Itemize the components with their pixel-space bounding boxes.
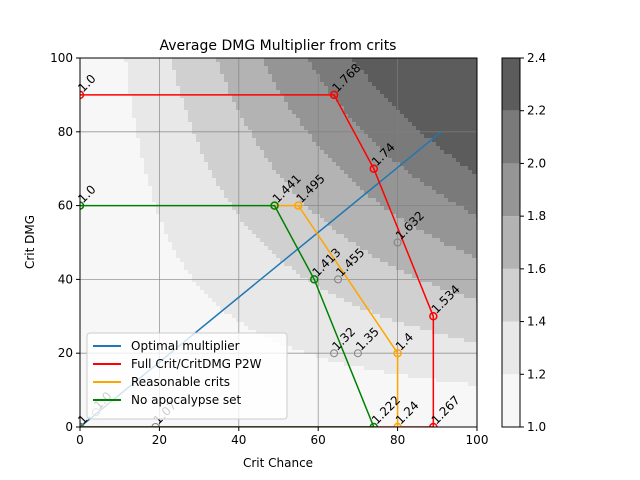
series-marker [309, 275, 319, 284]
series-marker [369, 422, 379, 427]
legend-box [86, 332, 288, 420]
colorbar-tick-label: 2.0 [527, 156, 546, 170]
series-marker [80, 201, 85, 210]
plot-frame [79, 57, 478, 428]
colorbar-segment [502, 268, 520, 322]
series-marker [369, 164, 379, 173]
extra-marker [330, 349, 339, 358]
chart-title: Average DMG Multiplier from crits [160, 38, 397, 54]
legend-label: Reasonable crits [131, 375, 230, 389]
series-marker [329, 90, 339, 100]
contour-background [80, 58, 477, 427]
series-line [274, 204, 399, 427]
colorbar-segment [502, 321, 520, 375]
colorbar-segment [502, 374, 520, 427]
x-tick-label: 80 [390, 433, 405, 447]
colorbar-segment [502, 163, 520, 217]
y-tick-label: 60 [58, 199, 73, 213]
colorbar-tick-label: 2.4 [527, 51, 546, 65]
extra-marker [151, 423, 160, 427]
y-tick-label: 0 [65, 420, 73, 434]
series-marker [429, 312, 438, 321]
series-line [80, 94, 435, 427]
x-tick-label: 40 [231, 433, 246, 447]
series-marker [429, 422, 438, 427]
colorbar-tick-label: 1.8 [527, 209, 546, 223]
series-marker [80, 90, 85, 100]
series-marker [393, 422, 402, 427]
colorbar-segment [502, 216, 520, 269]
x-tick-label: 20 [152, 433, 167, 447]
colorbar-tick-label: 2.2 [527, 104, 546, 118]
x-tick-label: 0 [76, 433, 84, 447]
colorbar: 1.0 1.2 1.4 1.6 1.8 2.0 2.2 2.4 [501, 51, 546, 434]
y-axis-label: Crit DMG [23, 215, 37, 269]
y-tick-label: 20 [58, 346, 73, 360]
y-axis-ticks: 0 20 40 60 80 100 [50, 51, 80, 434]
colorbar-tick-label: 1.0 [527, 420, 546, 434]
legend-label: No apocalypse set [131, 393, 242, 407]
series-marker [393, 348, 402, 358]
x-tick-label: 100 [466, 433, 489, 447]
x-axis-label: Crit Chance [243, 456, 313, 470]
extra-marker [334, 275, 343, 284]
legend: Optimal multiplier Full Crit/CritDMG P2W R… [86, 332, 288, 420]
series-marker [294, 201, 303, 210]
y-tick-label: 40 [58, 272, 73, 286]
colorbar-frame [501, 57, 521, 428]
legend-label: Optimal multiplier [131, 339, 240, 353]
series-marker [270, 201, 279, 210]
x-axis-ticks: 0 20 40 60 80 100 [76, 427, 488, 447]
extra-marker [353, 349, 362, 358]
colorbar-tick-label: 1.2 [527, 367, 546, 381]
y-tick-label: 100 [50, 51, 73, 65]
colorbar-tick-label: 1.4 [527, 315, 546, 329]
colorbar-segment [502, 58, 520, 111]
series-line [80, 204, 375, 427]
x-tick-label: 60 [311, 433, 326, 447]
legend-label: Full Crit/CritDMG P2W [131, 357, 262, 371]
colorbar-tick-label: 1.6 [527, 262, 546, 276]
extra-marker [393, 238, 402, 247]
colorbar-segment [502, 110, 520, 164]
y-tick-label: 80 [58, 125, 73, 139]
